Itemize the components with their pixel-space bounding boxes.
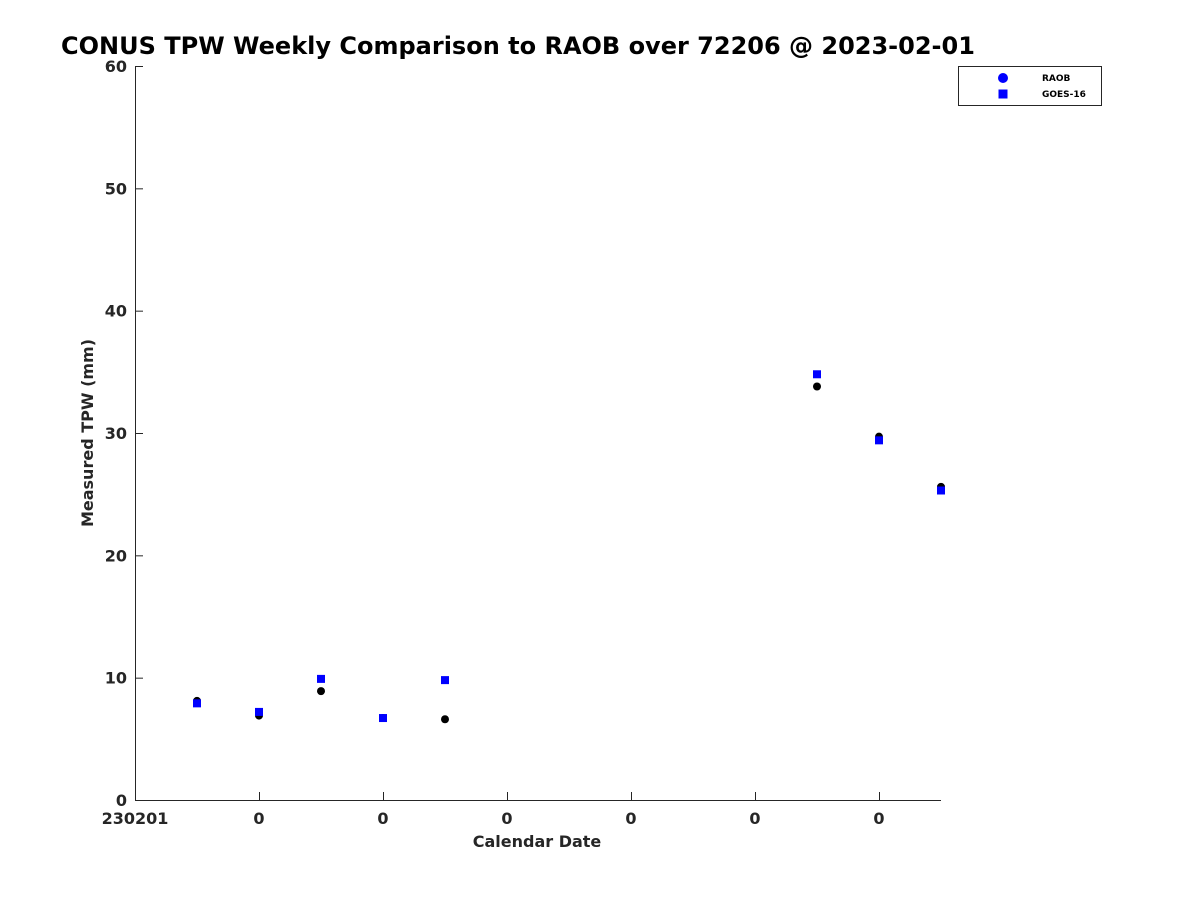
goes-16-point bbox=[441, 676, 449, 685]
goes-16-point bbox=[875, 436, 883, 445]
goes-16-point bbox=[379, 714, 387, 723]
goes-16-point bbox=[255, 707, 263, 716]
y-tick-label: 10 bbox=[105, 669, 127, 688]
y-tick-label: 30 bbox=[105, 424, 127, 443]
legend-goes-16-marker bbox=[998, 89, 1008, 99]
x-ticks: 230201 0 0 0 0 0 0 bbox=[102, 792, 885, 828]
chart-title: CONUS TPW Weekly Comparison to RAOB over… bbox=[61, 32, 975, 60]
raob-point bbox=[813, 382, 821, 391]
y-tick-label: 0 bbox=[116, 791, 127, 810]
y-tick-label: 20 bbox=[105, 546, 127, 565]
x-tick-label: 0 bbox=[377, 809, 388, 828]
x-tick-label: 0 bbox=[501, 809, 512, 828]
legend-box bbox=[958, 66, 1102, 106]
legend-label: GOES-16 bbox=[1042, 90, 1086, 100]
legend-raob-marker bbox=[998, 73, 1008, 83]
legend-items: RAOB GOES-16 bbox=[998, 73, 1086, 100]
x-tick-label: 0 bbox=[749, 809, 760, 828]
goes-16-point bbox=[193, 699, 201, 708]
x-tick-label: 0 bbox=[873, 809, 884, 828]
x-tick-label: 0 bbox=[625, 809, 636, 828]
legend-label: RAOB bbox=[1042, 74, 1071, 84]
y-tick-label: 40 bbox=[105, 302, 127, 321]
data-markers bbox=[193, 370, 945, 724]
raob-point bbox=[441, 715, 449, 724]
x-axis-label: Calendar Date bbox=[473, 832, 602, 851]
x-tick-label: 0 bbox=[253, 809, 264, 828]
y-axis-label: Measured TPW (mm) bbox=[78, 339, 97, 527]
goes-16-point bbox=[813, 370, 821, 379]
raob-point bbox=[317, 687, 325, 696]
y-tick-label: 50 bbox=[105, 179, 127, 198]
legend: RAOB GOES-16 bbox=[958, 66, 1102, 106]
y-ticks: 0 10 20 30 40 50 60 bbox=[105, 57, 143, 810]
goes-16-point bbox=[937, 486, 945, 495]
y-tick-label: 60 bbox=[105, 57, 127, 76]
goes-16-point bbox=[317, 674, 325, 683]
x-tick-label: 230201 bbox=[102, 809, 169, 828]
